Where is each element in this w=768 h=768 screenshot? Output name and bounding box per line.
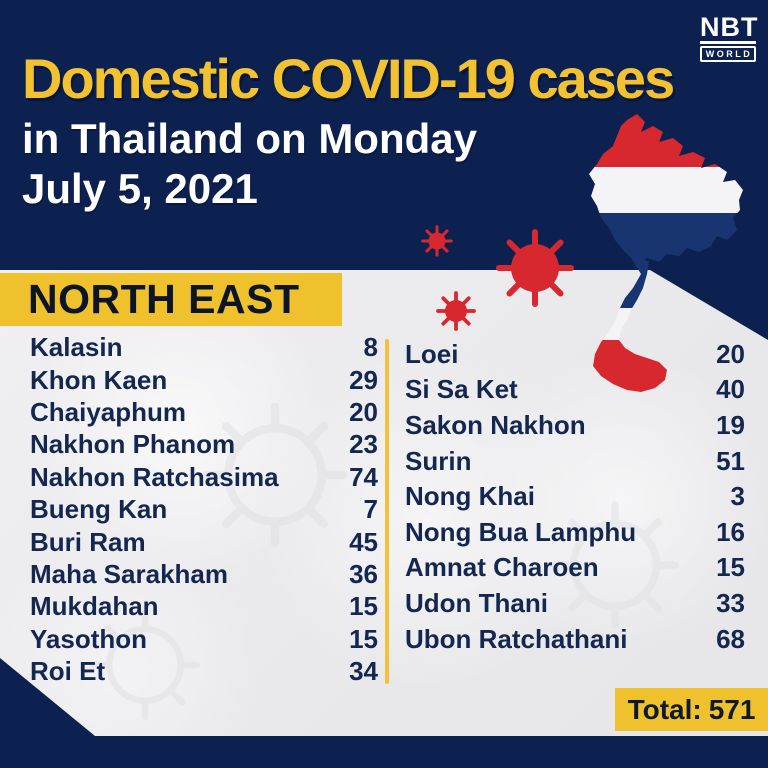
province-cases: 15 bbox=[716, 552, 745, 583]
province-name: Nong Khai bbox=[405, 481, 535, 512]
province-row: Bueng Kan 7 bbox=[30, 493, 378, 525]
province-row: Mukdahan 15 bbox=[30, 590, 378, 622]
province-name: Ubon Ratchathani bbox=[405, 623, 628, 654]
province-name: Yasothon bbox=[30, 623, 148, 654]
content-panel bbox=[0, 270, 768, 768]
province-name: Kalasin bbox=[30, 332, 123, 363]
province-row: Loei 20 bbox=[405, 336, 745, 372]
province-row: Udon Thani 33 bbox=[405, 585, 745, 621]
column-divider bbox=[385, 339, 389, 684]
province-cases: 3 bbox=[730, 481, 745, 512]
province-row: Buri Ram 45 bbox=[30, 525, 378, 557]
province-cases: 34 bbox=[349, 656, 378, 687]
province-name: Bueng Kan bbox=[30, 494, 168, 525]
province-cases: 40 bbox=[716, 374, 745, 405]
total-box: Total: 571 bbox=[615, 688, 768, 731]
province-row: Ubon Ratchathani 68 bbox=[405, 621, 745, 657]
province-cases: 7 bbox=[363, 494, 378, 525]
province-cases: 33 bbox=[716, 587, 745, 618]
province-cases: 23 bbox=[349, 429, 378, 460]
province-row: Amnat Charoen 15 bbox=[405, 550, 745, 586]
logo-text-world: WORLD bbox=[700, 46, 756, 62]
province-row: Sakon Nakhon 19 bbox=[405, 407, 745, 443]
province-cases: 20 bbox=[716, 338, 745, 369]
virus-icon bbox=[421, 225, 453, 257]
subtitle-line-1: in Thailand on Monday bbox=[22, 115, 477, 162]
province-row: Nong Bua Lamphu 16 bbox=[405, 514, 745, 550]
page-title: Domestic COVID-19 cases bbox=[22, 47, 675, 110]
region-banner: NORTH EAST bbox=[0, 273, 342, 326]
province-cases: 15 bbox=[349, 591, 378, 622]
watermark-virus-icon bbox=[202, 402, 348, 548]
province-name: Loei bbox=[405, 338, 459, 369]
province-name: Surin bbox=[405, 445, 472, 476]
province-name: Khon Kaen bbox=[30, 364, 168, 395]
watermark-virus-icon bbox=[89, 609, 201, 721]
province-row: Roi Et 34 bbox=[30, 655, 378, 687]
total-value: 571 bbox=[708, 693, 756, 725]
bottom-bar bbox=[0, 736, 768, 768]
province-row: Nakhon Phanom 23 bbox=[30, 428, 378, 460]
watermark-virus-icon bbox=[551, 501, 679, 629]
page-subtitle: in Thailand on Monday July 5, 2021 bbox=[22, 114, 477, 214]
province-row: Yasothon 15 bbox=[30, 623, 378, 655]
province-name: Buri Ram bbox=[30, 526, 146, 557]
province-column-left: Kalasin 8 Khon Kaen 29 Chaiyaphum 20 Nakhon… bbox=[30, 331, 378, 687]
nbt-world-logo: NBT WORLD bbox=[700, 12, 759, 62]
logo-underline bbox=[700, 41, 756, 44]
province-name: Chaiyaphum bbox=[30, 396, 187, 427]
region-banner-label: NORTH EAST bbox=[28, 276, 300, 322]
province-cases: 51 bbox=[716, 445, 745, 476]
province-cases: 15 bbox=[349, 623, 378, 654]
province-cases: 19 bbox=[716, 409, 745, 440]
logo-text-nbt: NBT bbox=[700, 12, 759, 42]
province-cases: 36 bbox=[349, 558, 378, 589]
province-column-right: Loei 20 Si Sa Ket 40 Sakon Nakhon 19 Surin 5… bbox=[405, 336, 745, 656]
province-cases: 20 bbox=[349, 396, 378, 427]
province-row: Nong Khai 3 bbox=[405, 478, 745, 514]
province-name: Mukdahan bbox=[30, 591, 159, 622]
province-cases: 45 bbox=[349, 526, 378, 557]
province-row: Nakhon Ratchasima 74 bbox=[30, 461, 378, 493]
province-name: Amnat Charoen bbox=[405, 552, 599, 583]
total-label: Total: bbox=[627, 693, 702, 725]
province-name: Sakon Nakhon bbox=[405, 409, 586, 440]
province-cases: 16 bbox=[716, 516, 745, 547]
province-cases: 8 bbox=[363, 332, 378, 363]
province-cases: 68 bbox=[716, 623, 745, 654]
province-cases: 29 bbox=[349, 364, 378, 395]
province-row: Maha Sarakham 36 bbox=[30, 558, 378, 590]
thailand-map-flag-icon bbox=[589, 114, 743, 392]
province-row: Chaiyaphum 20 bbox=[30, 396, 378, 428]
province-row: Khon Kaen 29 bbox=[30, 363, 378, 395]
province-row: Kalasin 8 bbox=[30, 331, 378, 363]
province-name: Nong Bua Lamphu bbox=[405, 516, 637, 547]
province-name: Udon Thani bbox=[405, 587, 548, 618]
province-name: Nakhon Phanom bbox=[30, 429, 236, 460]
province-cases: 74 bbox=[349, 461, 378, 492]
province-name: Nakhon Ratchasima bbox=[30, 461, 279, 492]
province-name: Si Sa Ket bbox=[405, 374, 518, 405]
province-row: Si Sa Ket 40 bbox=[405, 372, 745, 408]
province-row: Surin 51 bbox=[405, 443, 745, 479]
virus-icon bbox=[436, 291, 476, 331]
subtitle-line-2: July 5, 2021 bbox=[22, 165, 258, 212]
province-name: Roi Et bbox=[30, 656, 106, 687]
virus-icon bbox=[496, 229, 574, 307]
province-name: Maha Sarakham bbox=[30, 558, 228, 589]
